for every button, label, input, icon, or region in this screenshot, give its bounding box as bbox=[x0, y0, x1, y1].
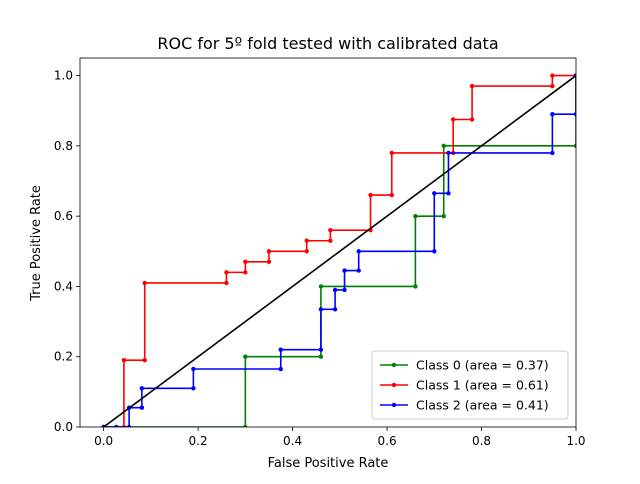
series-1-line bbox=[103, 74, 576, 427]
series-1-point bbox=[328, 238, 333, 243]
series-2-point bbox=[446, 150, 451, 156]
series-2-point bbox=[191, 366, 196, 372]
series-1-point bbox=[142, 280, 147, 286]
series-2-point bbox=[432, 191, 437, 196]
series-1-point bbox=[550, 83, 555, 89]
series-1-point bbox=[142, 358, 147, 363]
series-1-point bbox=[389, 150, 394, 156]
series-0-point bbox=[573, 143, 576, 149]
y-axis-label: True Positive Rate bbox=[29, 185, 44, 302]
series-2-point bbox=[342, 268, 347, 273]
legend-box bbox=[371, 350, 569, 420]
series-0-point bbox=[413, 213, 418, 219]
x-tick-label: 1.0 bbox=[566, 434, 585, 448]
series-2-point bbox=[332, 287, 338, 293]
legend-entry-label: Class 1 (area = 0.61) bbox=[416, 378, 549, 393]
plot-frame bbox=[79, 57, 577, 428]
series-1-point bbox=[328, 228, 333, 233]
legend-swatch-marker bbox=[391, 362, 397, 368]
x-tick-label: 0.8 bbox=[472, 434, 491, 448]
x-tick-label: 0.6 bbox=[378, 434, 397, 448]
series-2-point bbox=[356, 268, 361, 273]
series-1-point bbox=[224, 270, 229, 275]
series-2-point bbox=[318, 347, 324, 352]
x-tick-label: 0.4 bbox=[283, 434, 302, 448]
y-tick-label: 1.0 bbox=[54, 69, 73, 83]
plot-area bbox=[101, 73, 576, 427]
series-2-point bbox=[332, 307, 338, 312]
series-1-point bbox=[266, 259, 272, 265]
series-2-point bbox=[191, 386, 196, 391]
series-1-point bbox=[304, 249, 309, 254]
series-2-point bbox=[278, 347, 283, 352]
series-1-point bbox=[450, 117, 456, 122]
series-2-point bbox=[114, 424, 119, 427]
series-1-point bbox=[121, 358, 127, 363]
x-axis-label: False Positive Rate bbox=[268, 456, 389, 471]
series-2-point bbox=[318, 307, 324, 312]
legend-entry-label: Class 2 (area = 0.41) bbox=[416, 398, 549, 413]
y-tick-label: 0.6 bbox=[54, 209, 73, 223]
y-tick-label: 0.2 bbox=[54, 350, 73, 364]
series-1-point bbox=[304, 238, 309, 243]
y-tick-label: 0.8 bbox=[54, 139, 73, 153]
series-1-point bbox=[389, 192, 394, 198]
x-tick-label: 0.2 bbox=[189, 434, 208, 448]
series-0-point bbox=[318, 284, 324, 289]
series-0-point bbox=[243, 354, 248, 359]
legend-swatch-marker bbox=[391, 382, 397, 388]
legend: Class 0 (area = 0.37) Class 1 (area = 0.6… bbox=[371, 350, 569, 420]
series-1-point bbox=[368, 192, 373, 198]
y-tick-label: 0.4 bbox=[54, 279, 73, 293]
series-0-point bbox=[318, 354, 324, 359]
legend-entry-label: Class 0 (area = 0.37) bbox=[416, 358, 549, 373]
chart-title: ROC for 5º fold tested with calibrated d… bbox=[157, 34, 498, 53]
series-2-line bbox=[103, 75, 576, 427]
series-1-point bbox=[243, 270, 248, 275]
series-2-point bbox=[278, 366, 283, 372]
series-2-point bbox=[446, 191, 451, 196]
series-0-point bbox=[441, 143, 446, 149]
series-2-point bbox=[550, 150, 555, 156]
series-1-point bbox=[550, 73, 555, 78]
series-2-point bbox=[139, 405, 145, 410]
legend-swatch-marker bbox=[391, 402, 397, 408]
series-0-point bbox=[413, 284, 418, 289]
series-2-point bbox=[126, 424, 132, 427]
series-2-point bbox=[550, 112, 555, 117]
x-axis-ticks: 0.0 0.2 0.4 0.6 0.8 1.0 bbox=[94, 427, 586, 448]
series-0-point bbox=[243, 424, 248, 427]
series-1-point bbox=[266, 249, 272, 254]
series-1-point bbox=[469, 117, 475, 122]
y-axis-ticks: 0.0 0.2 0.4 0.6 0.8 1.0 bbox=[54, 69, 80, 434]
series-1-point bbox=[243, 259, 248, 265]
series-0-point bbox=[441, 213, 446, 219]
series-1-point bbox=[469, 83, 475, 89]
series-2-point bbox=[573, 112, 576, 117]
series-1-point bbox=[224, 280, 229, 286]
series-2-point bbox=[432, 249, 437, 254]
x-tick-label: 0.0 bbox=[94, 434, 113, 448]
series-2-point bbox=[139, 386, 145, 391]
y-tick-label: 0.0 bbox=[54, 420, 73, 434]
series-2-point bbox=[356, 249, 361, 254]
chance-diagonal-line bbox=[103, 74, 576, 427]
series-2-point bbox=[342, 287, 347, 293]
